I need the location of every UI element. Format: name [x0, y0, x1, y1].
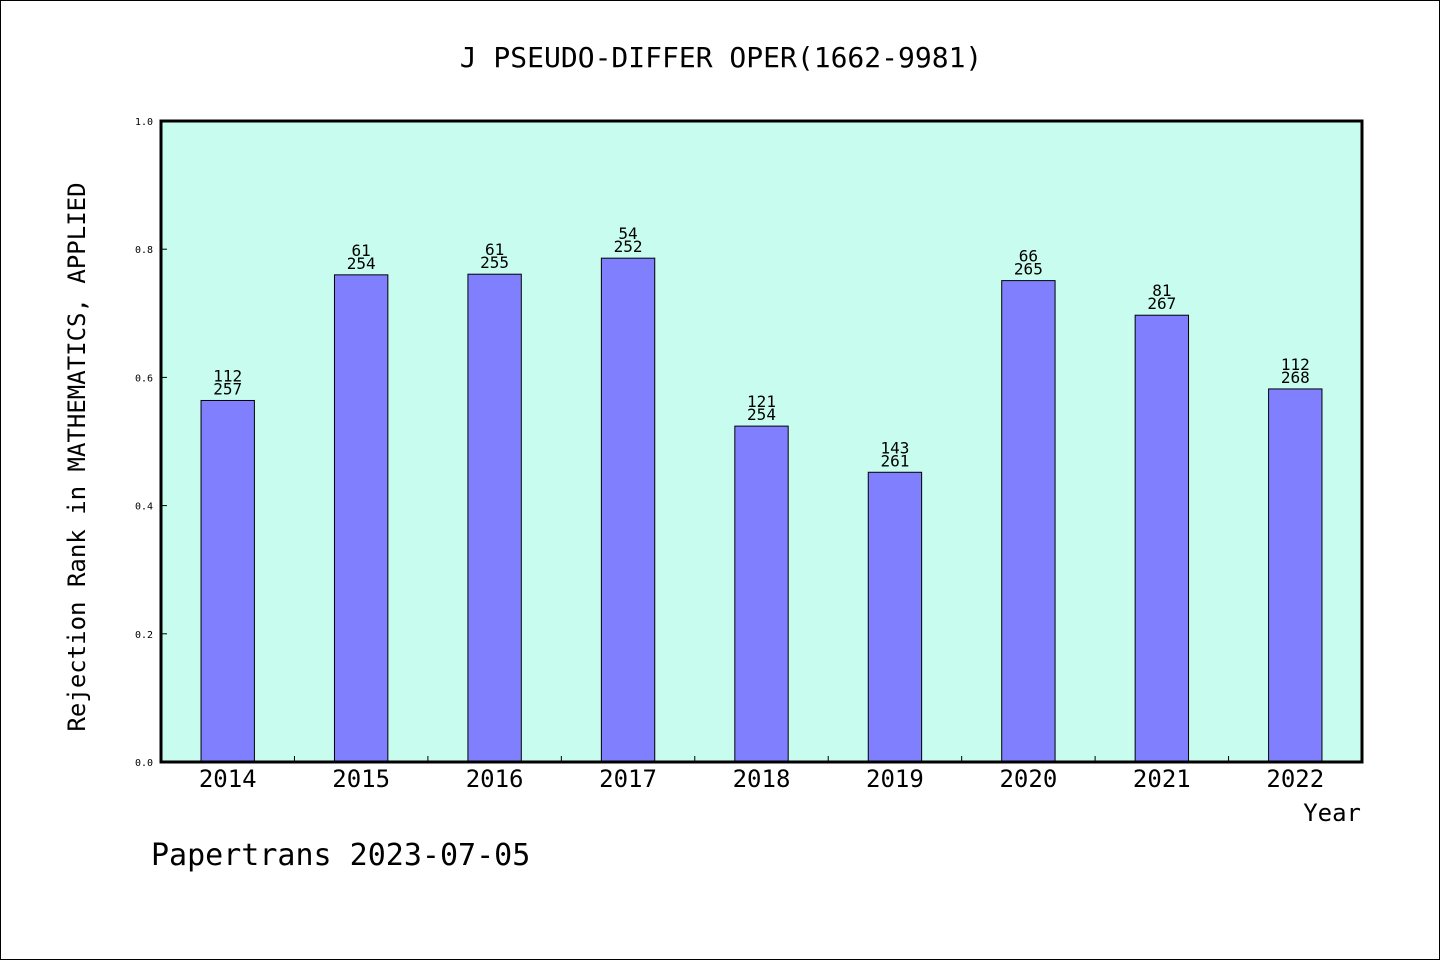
bar-label-count: 54	[618, 224, 637, 243]
bar-label-count: 121	[747, 392, 776, 411]
plot-border	[159, 119, 1364, 764]
x-tick-label: 2020	[999, 765, 1057, 793]
x-tick-label: 2015	[332, 765, 390, 793]
footer-text: Papertrans 2023-07-05	[151, 838, 530, 873]
y-tick-label: 0.0	[135, 758, 153, 769]
bar	[734, 425, 789, 763]
bar-label-count: 61	[352, 241, 371, 260]
bar	[867, 471, 923, 763]
bar	[200, 399, 255, 763]
y-tick-label: 0.4	[135, 502, 153, 513]
bar-label-total: 268	[1281, 368, 1310, 387]
bar-label-count: 61	[485, 240, 504, 259]
bar-label-total: 255	[480, 253, 509, 272]
bar-label-count: 66	[1019, 247, 1038, 266]
bar	[1268, 388, 1323, 763]
bar	[333, 274, 389, 763]
y-axis-label: Rejection Rank in MATHEMATICS, APPLIED	[63, 182, 91, 731]
bar	[467, 273, 522, 763]
x-axis-label: Year	[1303, 799, 1361, 827]
bar-label-total: 254	[747, 405, 776, 424]
x-tick-label: 2014	[199, 765, 257, 793]
x-tick-label: 2016	[466, 765, 524, 793]
bar-label-count: 143	[880, 438, 909, 457]
bar-label-total: 267	[1147, 294, 1176, 313]
bar-label-total: 257	[213, 379, 242, 398]
chart-title: J PSEUDO-DIFFER OPER(1662-9981)	[460, 41, 983, 74]
bar-label-count: 112	[213, 366, 242, 385]
bar	[1134, 314, 1190, 763]
bar-label-total: 261	[880, 451, 909, 470]
x-tick-label: 2019	[866, 765, 924, 793]
bar	[1001, 280, 1056, 763]
bar-label-count: 81	[1152, 281, 1171, 300]
x-tick-label: 2021	[1133, 765, 1191, 793]
y-tick-label: 0.2	[135, 630, 153, 641]
bar-label-count: 112	[1281, 355, 1310, 374]
bar-label-total: 254	[347, 254, 376, 273]
y-tick-label: 0.6	[135, 373, 153, 384]
x-tick-label: 2022	[1266, 765, 1324, 793]
y-tick-label: 0.8	[135, 245, 153, 256]
bar	[600, 257, 656, 763]
y-tick-label: 1.0	[135, 117, 153, 128]
x-axis: 2014 2015 2016 2017 2018 2019 2020 2021 2022	[199, 756, 1324, 793]
bar-label-total: 265	[1014, 260, 1043, 279]
x-tick-label: 2018	[733, 765, 791, 793]
bar-label-total: 252	[614, 237, 643, 256]
x-tick-label: 2017	[599, 765, 657, 793]
